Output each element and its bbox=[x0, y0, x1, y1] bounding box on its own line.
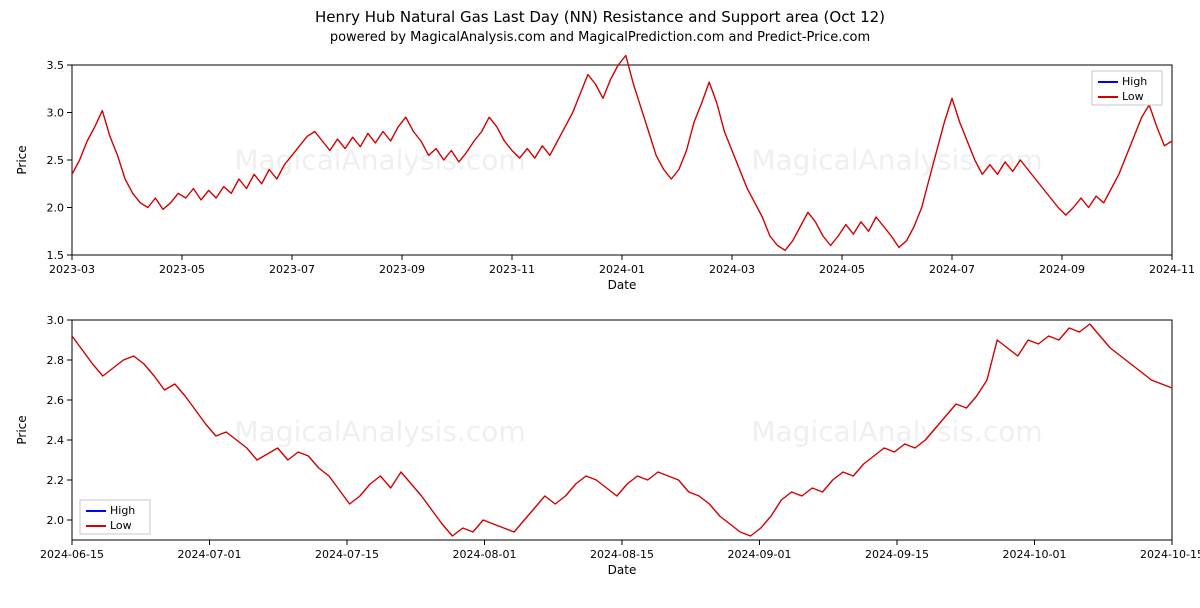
x-axis-label: Date bbox=[608, 563, 637, 577]
x-tick-label: 2023-07 bbox=[269, 263, 315, 276]
watermark: MagicalAnalysis.com bbox=[234, 415, 525, 448]
watermark: MagicalAnalysis.com bbox=[234, 144, 525, 177]
y-tick-label: 2.4 bbox=[47, 434, 65, 447]
top-chart-svg: 1.5 2.0 2.5 3.0 3.5 2023-03 2023-05 2023-07 2023… bbox=[0, 45, 1200, 295]
x-tick-label: 2024-09-15 bbox=[865, 548, 929, 561]
x-tick-label: 2024-09-01 bbox=[728, 548, 792, 561]
y-tick-label: 3.0 bbox=[47, 107, 65, 120]
x-tick-label: 2024-08-01 bbox=[453, 548, 517, 561]
y-tick-label: 2.6 bbox=[47, 394, 65, 407]
x-tick-label: 2024-07-01 bbox=[178, 548, 242, 561]
x-tick-label: 2023-09 bbox=[379, 263, 425, 276]
y-axis-label: Price bbox=[15, 415, 29, 444]
x-tick-label: 2023-05 bbox=[159, 263, 205, 276]
x-tick-label: 2024-06-15 bbox=[40, 548, 104, 561]
chart-subtitle: powered by MagicalAnalysis.com and Magic… bbox=[0, 30, 1200, 45]
top-chart-container: 1.5 2.0 2.5 3.0 3.5 2023-03 2023-05 2023-07 2023… bbox=[0, 45, 1200, 295]
legend-label: Low bbox=[1122, 90, 1144, 103]
x-tick-label: 2024-08-15 bbox=[590, 548, 654, 561]
y-tick-label: 2.8 bbox=[47, 354, 65, 367]
legend-label: Low bbox=[110, 519, 132, 532]
x-tick-label: 2024-11 bbox=[1149, 263, 1195, 276]
legend-label: High bbox=[110, 504, 135, 517]
y-axis-label: Price bbox=[15, 145, 29, 174]
x-tick-label: 2024-09 bbox=[1039, 263, 1085, 276]
legend-label: High bbox=[1122, 75, 1147, 88]
y-tick-label: 3.5 bbox=[47, 59, 65, 72]
x-axis-label: Date bbox=[608, 278, 637, 292]
x-tick-label: 2024-05 bbox=[819, 263, 865, 276]
x-tick-label: 2023-11 bbox=[489, 263, 535, 276]
bottom-chart-svg: 2.0 2.2 2.4 2.6 2.8 3.0 2024-06-15 2024-07-01 20… bbox=[0, 295, 1200, 595]
x-tick-label: 2024-03 bbox=[709, 263, 755, 276]
x-tick-label: 2024-10-01 bbox=[1003, 548, 1067, 561]
y-tick-label: 2.0 bbox=[47, 202, 65, 215]
chart-title: Henry Hub Natural Gas Last Day (NN) Resi… bbox=[0, 8, 1200, 26]
bottom-chart-container: 2.0 2.2 2.4 2.6 2.8 3.0 2024-06-15 2024-07-01 20… bbox=[0, 295, 1200, 595]
y-tick-label: 1.5 bbox=[47, 249, 65, 262]
y-tick-label: 3.0 bbox=[47, 314, 65, 327]
x-tick-label: 2024-01 bbox=[599, 263, 645, 276]
watermark: MagicalAnalysis.com bbox=[751, 415, 1042, 448]
y-tick-label: 2.5 bbox=[47, 154, 65, 167]
x-tick-label: 2024-07-15 bbox=[315, 548, 379, 561]
y-tick-label: 2.0 bbox=[47, 514, 65, 527]
x-tick-label: 2024-07 bbox=[929, 263, 975, 276]
y-tick-label: 2.2 bbox=[47, 474, 65, 487]
x-tick-label: 2024-10-15 bbox=[1140, 548, 1200, 561]
x-tick-label: 2023-03 bbox=[49, 263, 95, 276]
